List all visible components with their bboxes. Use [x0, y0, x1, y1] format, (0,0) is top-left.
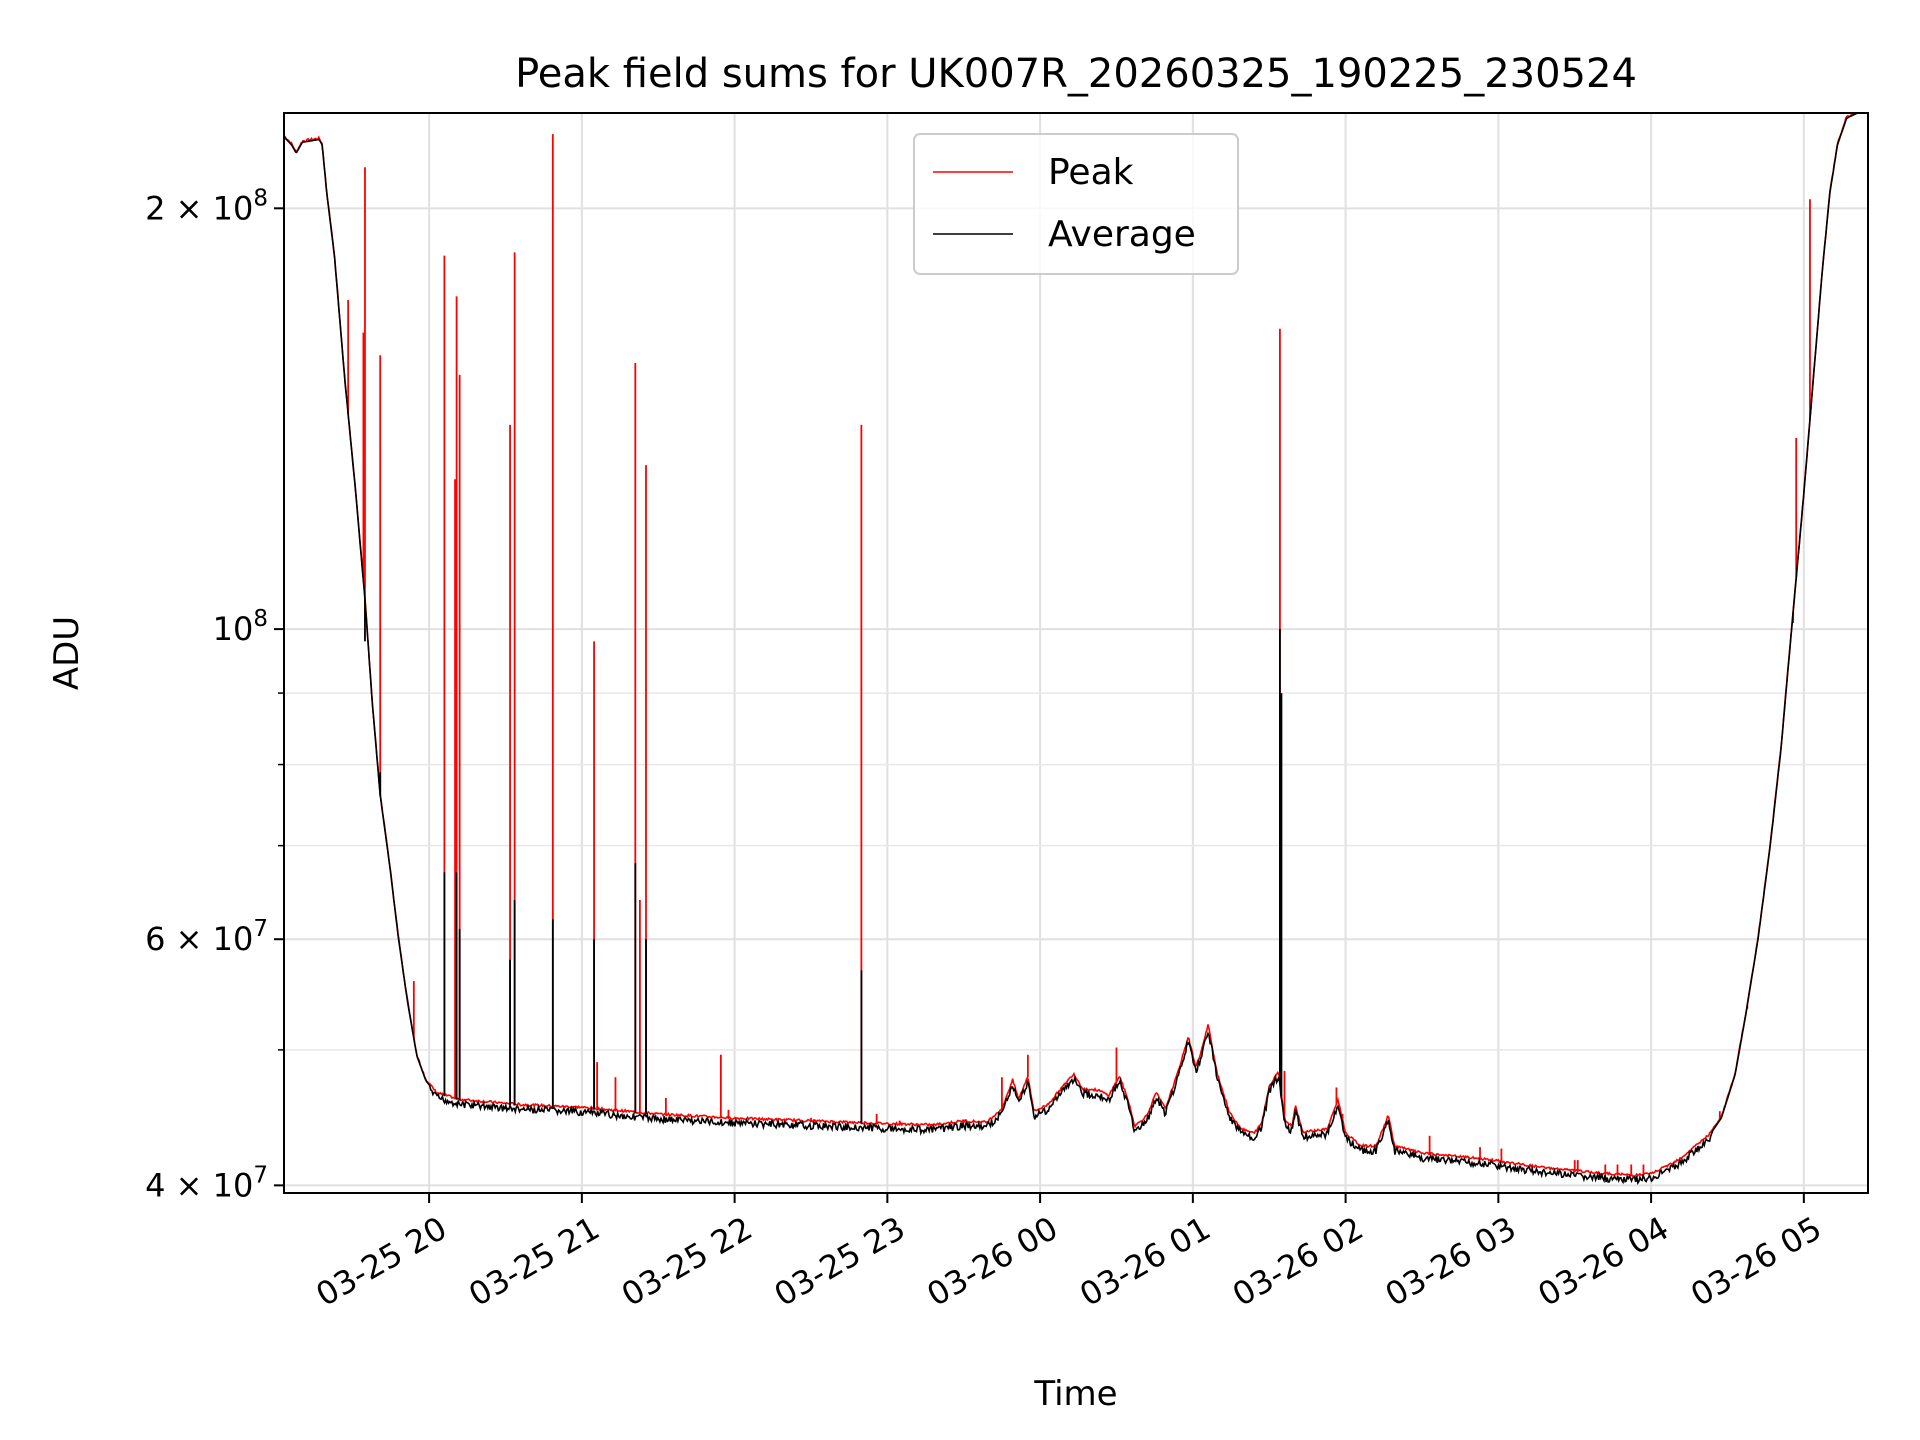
y-axis-label: ADU: [47, 616, 87, 690]
plot-area: [284, 113, 1868, 1186]
y-tick-label: 4 × 107: [145, 1162, 268, 1204]
legend-average-label: Average: [1048, 214, 1196, 255]
y-tick-label: 6 × 107: [145, 916, 268, 958]
average-series-line: [284, 113, 1868, 1186]
legend-box: [913, 133, 1239, 275]
legend-peak-label: Peak: [1048, 152, 1134, 193]
peak-series-line: [284, 113, 1868, 1178]
chart-title: Peak field sums for UK007R_20260325_1902…: [515, 51, 1637, 97]
average-spikes: [364, 599, 1283, 1124]
legend: Peak Average: [913, 133, 1239, 275]
axes-frame: [283, 112, 1869, 1194]
x-axis-label: Time: [1033, 1374, 1117, 1414]
y-axis: 4 × 107 6 × 107 108 2 × 108: [145, 185, 284, 1204]
y-tick-label: 108: [213, 606, 268, 648]
y-tick-label: 2 × 108: [145, 185, 268, 227]
